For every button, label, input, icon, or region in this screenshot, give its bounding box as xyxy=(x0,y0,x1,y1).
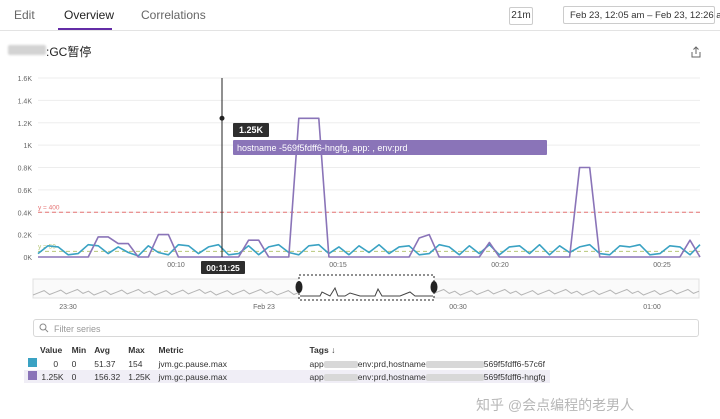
y-tick-label: 0.4K xyxy=(18,210,33,217)
tab-bar: Edit Overview Correlations 21m Feb 23, 1… xyxy=(0,0,720,31)
watermark: 知乎 @会点编程的老男人 xyxy=(476,397,635,413)
series-line xyxy=(37,243,701,257)
y-tick-label: 1.2K xyxy=(18,121,33,128)
series-lines xyxy=(37,117,701,258)
tooltip-time: 00:11:25 xyxy=(206,263,240,273)
search-icon xyxy=(39,323,49,333)
tooltip-value: 1.25K xyxy=(239,125,264,135)
tab-edit[interactable]: Edit xyxy=(14,8,35,22)
filter-series-input[interactable] xyxy=(52,321,356,337)
y-tick-label: 0.2K xyxy=(18,233,33,240)
legend-tags: app env:prd,hostname 569f5fdff6-hngfg xyxy=(305,370,550,383)
legend-min: 0 xyxy=(71,358,77,369)
y-tick-label: 0.6K xyxy=(18,188,33,195)
header-metric[interactable]: Metric xyxy=(158,345,184,355)
header-tags[interactable]: Tags ↓ xyxy=(309,345,336,355)
legend-avg: 156.32 xyxy=(90,370,125,383)
redacted-tag xyxy=(425,360,484,368)
y-tick-label: 1.4K xyxy=(18,98,33,105)
x-tick-label: 00:10 xyxy=(167,262,185,269)
tab-correlations[interactable]: Correlations xyxy=(141,8,206,22)
legend-metric: jvm.gc.pause.max xyxy=(158,358,227,369)
filter-series-box[interactable] xyxy=(33,319,699,337)
legend-row[interactable]: 0 0 51.37 154 jvm.gc.pause.max app env:pr… xyxy=(24,357,550,370)
tooltip-value-box xyxy=(233,123,269,137)
series-swatch xyxy=(28,371,37,380)
legend-avg: 51.37 xyxy=(94,358,116,369)
share-icon[interactable] xyxy=(690,46,702,58)
series-swatch xyxy=(28,358,37,367)
header-avg[interactable]: Avg xyxy=(94,345,110,355)
series-legend-table: Value Min Avg Max Metric Tags ↓ 0 0 51.3… xyxy=(24,343,550,383)
y-tick-label: 0.8K xyxy=(18,166,33,173)
hover-tooltip: 1.25K hostname -569f5fdff6-hngfg, app: , … xyxy=(201,78,547,274)
x-axis: 00:10 00:15 00:20 00:25 xyxy=(167,262,671,269)
widget-title: :GC暂停 xyxy=(46,45,92,59)
y-tick-label: 1K xyxy=(23,143,32,150)
navigator-tick-label: 23:30 xyxy=(59,304,77,310)
y-tick-label: 0K xyxy=(23,255,32,262)
header-max[interactable]: Max xyxy=(128,345,145,355)
time-navigator[interactable]: 23:30 Feb 23 00:30 01:00 xyxy=(32,274,700,310)
legend-value: 0 xyxy=(53,359,59,369)
marker-label: y = 400 xyxy=(38,204,60,211)
legend-min: 0 xyxy=(67,370,91,383)
navigator-window-line xyxy=(300,286,433,297)
navigator-right-handle xyxy=(430,281,438,293)
legend-tags: app env:prd,hostname 569f5fdff6-57c6f xyxy=(309,358,546,369)
navigator-tick-label: 01:00 xyxy=(643,304,661,310)
navigator-left-handle xyxy=(295,281,303,293)
y-tick-label: 1.6K xyxy=(18,76,33,83)
redacted-tag xyxy=(323,373,358,381)
tab-overview[interactable]: Overview xyxy=(64,8,115,22)
x-tick-label: 00:15 xyxy=(329,262,347,269)
legend-metric: jvm.gc.pause.max xyxy=(154,370,306,383)
series-line xyxy=(38,117,701,258)
time-range-picker[interactable]: Feb 23, 12:05 am – Feb 23, 12:26 am xyxy=(563,6,720,24)
header-min[interactable]: Min xyxy=(71,345,87,355)
legend-max: 154 xyxy=(128,358,143,369)
navigator-tick-label: Feb 23 xyxy=(253,304,275,310)
tooltip-series-text: hostname -569f5fdff6-hngfg, app: , env:p… xyxy=(237,143,407,153)
tooltip-series-box xyxy=(233,140,547,155)
legend-row[interactable]: 1.25K 0 156.32 1.25K jvm.gc.pause.max ap… xyxy=(24,370,550,383)
legend-header-row: Value Min Avg Max Metric Tags ↓ xyxy=(24,343,550,357)
header-value[interactable]: Value xyxy=(40,345,63,355)
redacted-title-prefix xyxy=(8,45,46,55)
x-tick-label: 00:20 xyxy=(491,262,509,269)
navigator-tick-label: 00:30 xyxy=(449,304,467,310)
tooltip-time-box xyxy=(201,261,245,274)
quick-range-button[interactable]: 21m xyxy=(509,7,533,25)
legend-max: 1.25K xyxy=(124,370,155,383)
x-tick-label: 00:25 xyxy=(653,262,671,269)
redacted-tag xyxy=(323,360,358,368)
legend-value: 1.25K xyxy=(41,372,64,382)
hover-point xyxy=(219,115,225,121)
redacted-tag xyxy=(425,373,484,381)
active-tab-indicator xyxy=(58,28,112,30)
